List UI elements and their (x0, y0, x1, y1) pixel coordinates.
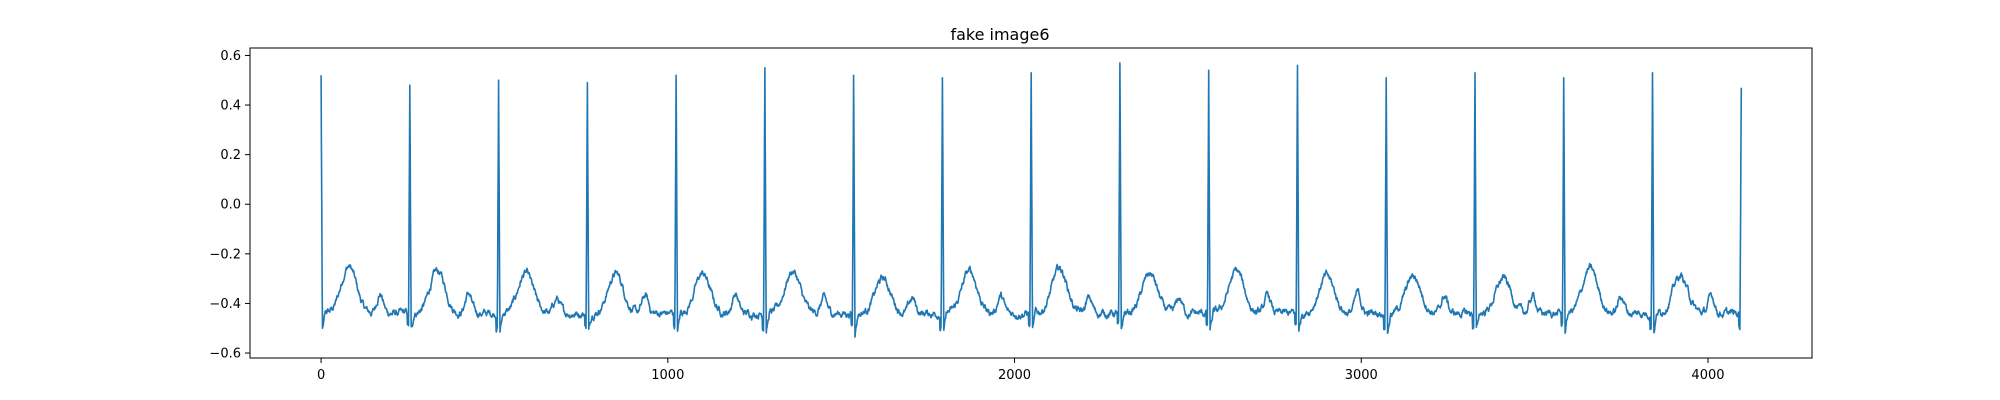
axes-frame (249, 47, 1813, 359)
x-tick-label: 0 (317, 368, 325, 383)
x-tick-label: 3000 (1345, 368, 1378, 383)
y-axis: −0.6 −0.4 −0.2 0.0 0.2 0.4 0.6 (209, 49, 250, 362)
y-tick-label: 0.2 (220, 148, 241, 163)
x-tick-label: 4000 (1691, 368, 1724, 383)
chart-title: fake image6 (950, 25, 1049, 44)
x-axis: 0 1000 2000 3000 4000 (317, 358, 1725, 383)
y-tick-label: 0.6 (220, 49, 241, 64)
y-tick-label: −0.4 (209, 297, 241, 312)
series-line-0 (320, 62, 1743, 338)
plot-area (320, 62, 1743, 338)
x-tick-label: 1000 (651, 368, 684, 383)
y-tick-label: 0.0 (220, 198, 241, 213)
y-tick-label: −0.2 (209, 247, 241, 262)
x-tick-label: 2000 (998, 368, 1031, 383)
y-tick-label: −0.6 (209, 347, 241, 362)
y-tick-label: 0.4 (220, 99, 241, 114)
